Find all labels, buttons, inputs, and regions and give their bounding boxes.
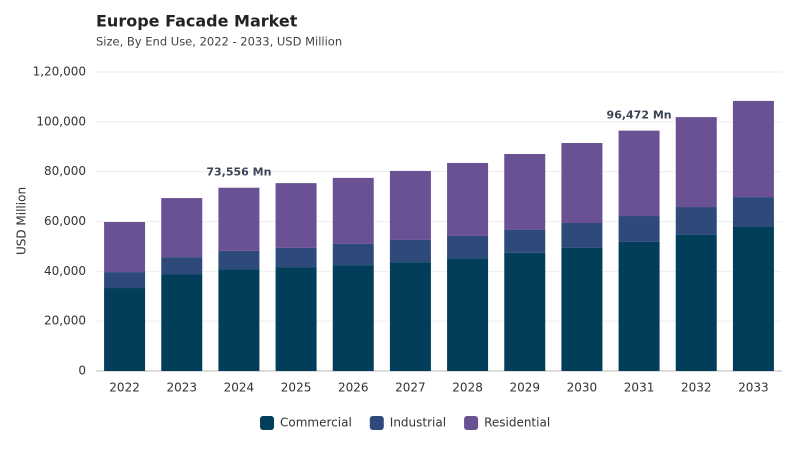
bar-segment: [275, 267, 317, 371]
legend-swatch: [260, 416, 274, 430]
bar-segment: [332, 265, 374, 371]
bar-segment: [732, 226, 774, 371]
bar-segment: [332, 177, 374, 244]
legend-swatch: [464, 416, 479, 430]
bar-segment: [504, 153, 546, 230]
annotation: 73,556 Mn: [206, 166, 271, 179]
legend-label: Residential: [484, 416, 550, 430]
bar-segment: [161, 274, 203, 371]
bar-segment: [675, 207, 717, 235]
legend-swatch: [369, 416, 384, 430]
chart-subtitle: Size, By End Use, 2022 - 2033, USD Milli…: [96, 35, 342, 49]
bar-segment: [389, 239, 431, 263]
bar-segment: [332, 243, 374, 266]
bar-segment: [561, 247, 603, 371]
y-tick-label: 60,000: [44, 214, 86, 228]
y-tick-label: 40,000: [44, 264, 86, 278]
y-tick-label: 80,000: [44, 164, 86, 178]
bar-segment: [618, 241, 660, 371]
legend-label: Industrial: [390, 416, 446, 430]
bar-segment: [732, 100, 774, 198]
bar-segment: [561, 143, 603, 223]
x-tick-label: 2032: [681, 381, 712, 395]
chart-title: Europe Facade Market: [96, 12, 298, 31]
x-tick-label: 2022: [109, 381, 140, 395]
x-tick-label: 2024: [224, 381, 255, 395]
bar-segment: [675, 117, 717, 208]
y-tick-label: 1,20,000: [33, 65, 86, 79]
y-tick-label: 100,000: [36, 114, 86, 128]
y-axis-label: USD Million: [15, 187, 29, 255]
x-tick-label: 2031: [624, 381, 655, 395]
y-tick-label: 0: [78, 364, 86, 378]
bar-segment: [218, 187, 260, 251]
bar-segment: [275, 247, 317, 268]
bar-segment: [161, 257, 203, 275]
x-tick-label: 2026: [338, 381, 369, 395]
x-tick-label: 2025: [281, 381, 312, 395]
x-tick-label: 2027: [395, 381, 426, 395]
x-tick-label: 2028: [452, 381, 483, 395]
bar-segment: [104, 221, 146, 273]
bar-segment: [104, 272, 146, 289]
y-tick-label: 20,000: [44, 314, 86, 328]
bar-segment: [161, 198, 203, 258]
bar-segment: [618, 130, 660, 217]
x-tick-label: 2030: [567, 381, 598, 395]
bar-segment: [618, 216, 660, 242]
bar-segment: [389, 170, 431, 240]
bar-segment: [447, 235, 489, 259]
bar-segment: [447, 162, 489, 236]
x-tick-label: 2029: [509, 381, 540, 395]
x-tick-label: 2033: [738, 381, 769, 395]
bar-segment: [275, 183, 317, 248]
bar-segment: [675, 234, 717, 371]
x-tick-label: 2023: [166, 381, 197, 395]
bar-segment: [218, 269, 260, 371]
bar-segment: [104, 288, 146, 371]
bar-segment: [218, 250, 260, 270]
bar-segment: [732, 197, 774, 227]
legend-label: Commercial: [280, 416, 352, 430]
bar-segment: [504, 229, 546, 253]
bar-segment: [504, 252, 546, 371]
bar-segment: [447, 258, 489, 371]
bar-segment: [389, 262, 431, 371]
annotation: 96,472 Mn: [607, 109, 672, 122]
bar-segment: [561, 222, 603, 248]
